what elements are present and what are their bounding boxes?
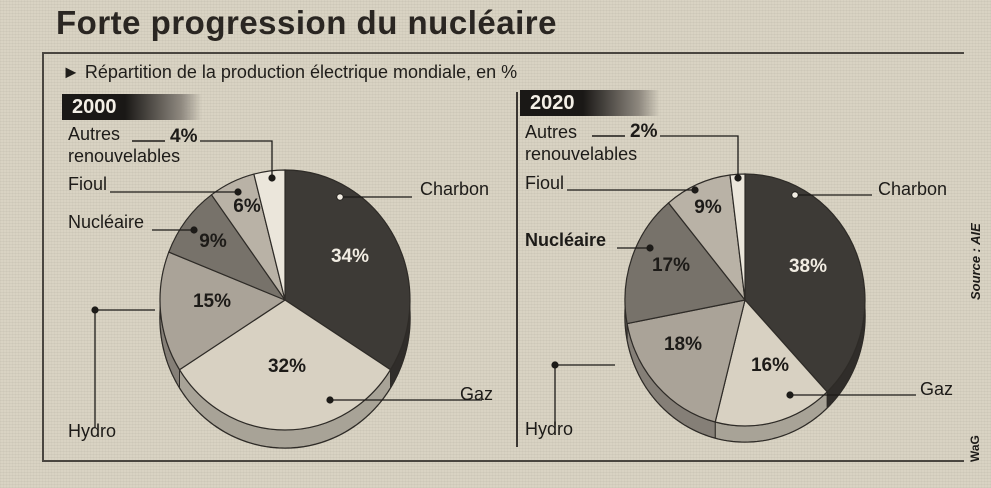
frame-bottom-rule xyxy=(42,460,964,462)
pie-2020-nucleaire-value: 17% xyxy=(652,255,690,276)
pie-2020-hydro-slice xyxy=(626,299,746,423)
pie-2000-gaz-leader-dot xyxy=(326,396,334,404)
year-label-2000: 2000 xyxy=(62,94,202,120)
pie-2020-charbon-label: Charbon xyxy=(878,179,947,199)
pie-2020-autres-renouvelables-label-line-2: renouvelables xyxy=(525,144,637,164)
pie-2000-nucleaire-value: 9% xyxy=(199,231,227,252)
pie-2000-gaz-label: Gaz xyxy=(460,384,493,404)
pie-2020-gaz-label: Gaz xyxy=(920,379,953,399)
pie-2020-nucleaire-leader-dot xyxy=(646,244,654,252)
chart-headline: Forte progression du nucléaire xyxy=(56,4,557,41)
pie-2000-autres-renouvelables-label-line-2: renouvelables xyxy=(68,146,180,166)
pie-2000-charbon-value: 34% xyxy=(331,246,369,267)
pie-2000-nucleaire-leader-dot xyxy=(190,226,198,234)
frame-top-rule xyxy=(42,52,964,54)
pie-2020-hydro-leader-dot xyxy=(551,361,559,369)
pie-2020-hydro-leader-line xyxy=(554,364,615,425)
pie-2020-fioul-value: 9% xyxy=(694,197,722,218)
pie-2000-autres-renouvelables-value: 4% xyxy=(170,126,198,147)
pie-2000-hydro-label: Hydro xyxy=(68,421,116,441)
pie-2020-autres-renouvelables-label-line-1: Autres xyxy=(525,122,577,142)
pie-2000-hydro-leader-dot xyxy=(91,306,99,314)
panel-divider xyxy=(516,92,518,447)
chart-subtitle-text: Répartition de la production électrique … xyxy=(84,62,518,82)
pie-2020-hydro-value: 18% xyxy=(664,334,702,355)
frame-left-rule xyxy=(42,52,44,462)
chart-subtitle: ► Répartition de la production électriqu… xyxy=(62,62,517,83)
pie-2020-charbon-slice xyxy=(744,173,866,393)
pie-2020-fioul-label: Fioul xyxy=(525,173,564,193)
pie-2020-autres-renouvelables-value: 2% xyxy=(630,121,658,142)
pie-2020-gaz-leader-dot xyxy=(786,391,794,399)
triangle-bullet-icon: ► xyxy=(62,62,80,82)
pie-2000-autres-renouvelables-leader-dot xyxy=(268,174,276,182)
year-label-2020: 2020 xyxy=(520,90,660,116)
pie-2000-autres-renouvelables-label-line-1: Autres xyxy=(68,124,120,144)
pie-2000-charbon-label: Charbon xyxy=(420,179,489,199)
pie-2020-autres-renouvelables-leader-line xyxy=(660,135,739,178)
pie-2020-charbon-leader-dot xyxy=(791,191,799,199)
pie-2000-fioul-leader-dot xyxy=(234,188,242,196)
pie-2000-hydro-slice xyxy=(159,251,287,371)
pie-2000-autres-renouvelables-leader-line xyxy=(200,140,273,178)
pie-2020-fioul-leader-dot xyxy=(691,186,699,194)
pie-2020-gaz-value: 16% xyxy=(751,355,789,376)
pie-2000-charbon-slice xyxy=(284,169,411,371)
pie-2000-charbon-leader-dot xyxy=(336,193,344,201)
pie-2020-nucleaire-label: Nucléaire xyxy=(525,230,606,250)
pie-2000-autres-renouvelables-slice xyxy=(253,169,286,301)
pie-2000-nucleaire-label: Nucléaire xyxy=(68,212,144,232)
pie-2000-fioul-label: Fioul xyxy=(68,174,107,194)
pie-2020-autres-renouvelables-leader-dot xyxy=(734,174,742,182)
pie-2020-hydro-label: Hydro xyxy=(525,419,573,439)
pie-2000-gaz-value: 32% xyxy=(268,356,306,377)
pie-2000-fioul-value: 6% xyxy=(233,196,261,217)
pie-2000-hydro-value: 15% xyxy=(193,291,231,312)
pie-2020-nucleaire-slice xyxy=(624,202,747,325)
pie-2000-gaz-slice xyxy=(178,299,392,431)
pie-2020-charbon-value: 38% xyxy=(789,256,827,277)
pie-2000-hydro-leader-line xyxy=(94,309,155,428)
